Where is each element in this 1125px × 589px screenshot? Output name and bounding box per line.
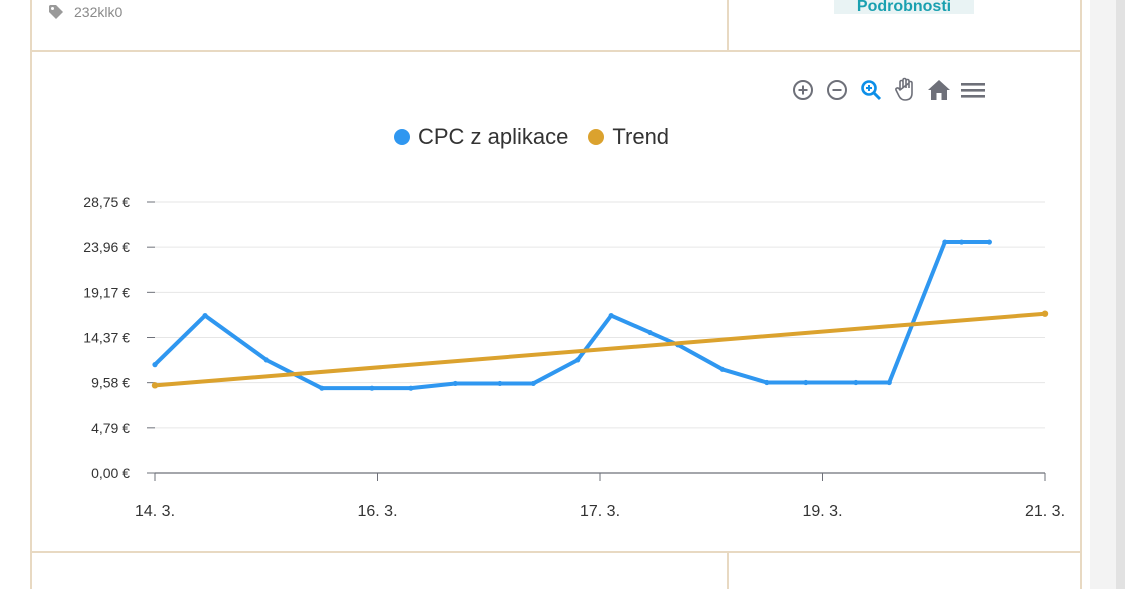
x-tick-label: 14. 3. <box>135 503 175 520</box>
chart-toolbar <box>790 76 986 104</box>
y-tick-label: 4,79 € <box>91 420 130 436</box>
data-point <box>958 239 965 245</box>
panel-border-left <box>30 0 32 589</box>
plus-circle-icon <box>793 80 813 100</box>
legend-marker <box>588 129 605 145</box>
zoom-out-button[interactable] <box>824 76 850 104</box>
reset-zoom-button[interactable] <box>926 76 952 104</box>
tag-icon <box>49 5 63 19</box>
legend-item-trend[interactable]: Trend <box>588 124 669 150</box>
column-divider-top <box>727 0 729 50</box>
y-tick-label: 9,58 € <box>91 375 130 391</box>
x-tick-label: 17. 3. <box>580 503 620 520</box>
data-point <box>942 239 948 245</box>
zoom-in-button[interactable] <box>790 76 816 104</box>
legend-label: CPC z aplikace <box>418 124 569 149</box>
y-tick-label: 19,17 € <box>83 284 130 300</box>
data-point <box>719 366 725 372</box>
x-tick-label: 19. 3. <box>802 503 842 520</box>
data-point <box>263 357 269 363</box>
data-point <box>497 380 503 387</box>
panel-border-right <box>1080 0 1082 589</box>
data-point <box>986 239 992 245</box>
magnifier-icon <box>861 80 882 101</box>
y-tick-label: 23,96 € <box>83 239 130 255</box>
data-point <box>319 385 325 391</box>
panel-divider-bottom <box>30 551 1082 553</box>
data-point <box>647 329 653 336</box>
scrollbar-track[interactable] <box>1116 0 1125 589</box>
y-tick-label: 14,37 € <box>83 330 130 346</box>
selection-zoom-button[interactable] <box>858 76 884 104</box>
legend-marker <box>394 129 410 145</box>
chart-menu-button[interactable] <box>960 76 986 104</box>
data-point <box>530 380 536 387</box>
data-point <box>803 379 809 386</box>
data-point <box>369 385 375 391</box>
panel-divider-top <box>30 50 1082 52</box>
data-point <box>202 312 208 319</box>
series-line-cpc <box>153 240 992 391</box>
data-point <box>886 379 892 386</box>
data-point <box>152 362 158 368</box>
data-point <box>1041 310 1049 317</box>
data-point <box>452 380 458 387</box>
data-point <box>408 385 414 391</box>
x-tick-label: 21. 3. <box>1025 503 1065 520</box>
series-line-trend <box>153 311 1047 388</box>
tag-label: 232klk0 <box>74 4 123 20</box>
details-button[interactable]: Podrobnosti <box>834 0 974 14</box>
y-tick-label: 28,75 € <box>83 194 130 210</box>
data-point <box>151 382 159 389</box>
x-tick-label: 16. 3. <box>357 503 397 520</box>
column-divider-bottom <box>727 551 729 589</box>
data-point <box>608 312 614 319</box>
legend-item-cpc[interactable]: CPC z aplikace <box>394 124 568 150</box>
y-tick-label: 0,00 € <box>91 465 130 481</box>
legend-label: Trend <box>612 124 670 149</box>
data-point <box>575 357 581 363</box>
hand-icon <box>895 77 913 101</box>
campaign-tag: 232klk0 <box>48 4 122 20</box>
data-point <box>853 379 859 386</box>
hamburger-icon <box>961 83 985 98</box>
pan-button[interactable] <box>892 76 918 104</box>
home-icon <box>928 80 950 100</box>
minus-circle-icon <box>827 80 847 100</box>
chart-legend: CPC z aplikace Trend <box>394 124 669 150</box>
data-point <box>764 379 770 386</box>
